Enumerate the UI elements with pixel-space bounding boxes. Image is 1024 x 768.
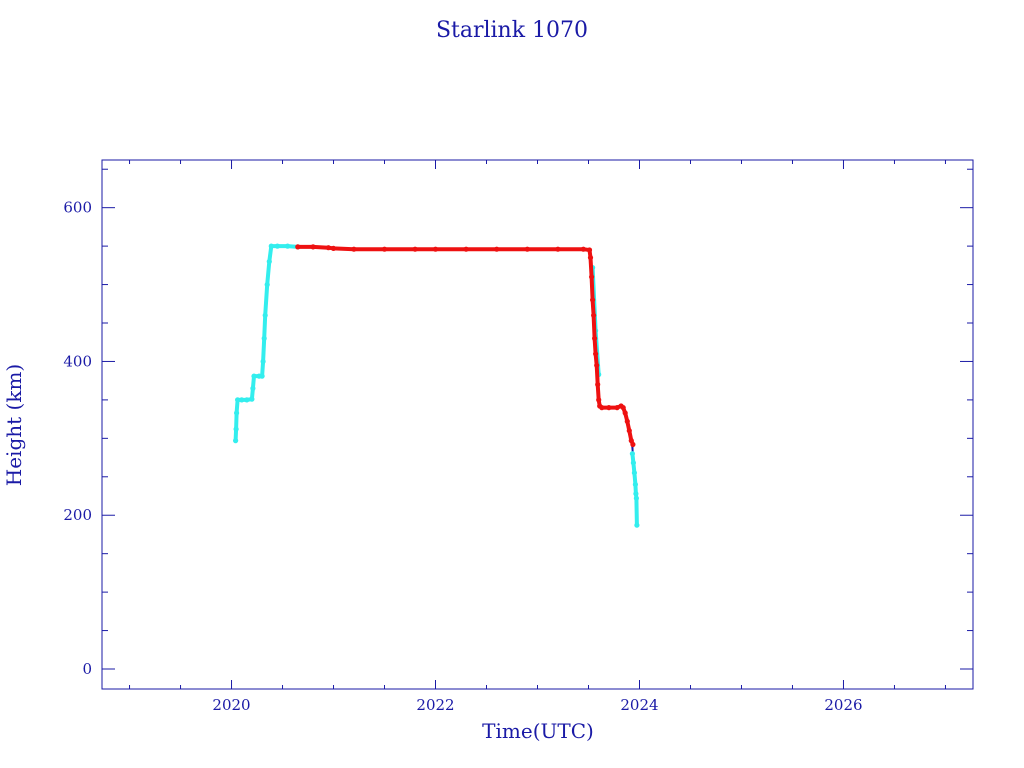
- data-point: [555, 246, 561, 252]
- data-point: [591, 312, 597, 318]
- data-point: [274, 243, 280, 249]
- data-point: [593, 351, 599, 357]
- data-point: [463, 246, 469, 252]
- data-point: [631, 470, 638, 476]
- data-point: [235, 397, 241, 403]
- data-point: [630, 460, 637, 466]
- chart-title: Starlink 1070: [436, 18, 588, 43]
- data-point: [249, 396, 255, 402]
- data-point: [606, 405, 612, 411]
- data-point: [244, 397, 250, 403]
- data-point: [233, 438, 239, 444]
- data-point: [261, 335, 267, 341]
- data-point: [599, 405, 605, 411]
- data-point: [614, 405, 620, 411]
- y-tick-label: 0: [82, 660, 92, 678]
- y-tick-label: 200: [63, 506, 92, 524]
- data-point: [524, 246, 530, 252]
- data-point: [250, 385, 256, 391]
- data-point: [432, 246, 439, 252]
- y-tick-label: 600: [63, 199, 92, 217]
- data-point: [325, 245, 331, 251]
- data-point: [259, 373, 265, 379]
- data-point: [233, 426, 239, 432]
- axis-ticks: 2020 2022 2024 2026 0 200 400 600: [63, 160, 973, 714]
- data-point: [285, 243, 291, 249]
- data-point: [634, 522, 640, 528]
- data-point: [624, 418, 630, 424]
- data-point: [381, 246, 388, 252]
- data-point: [260, 358, 266, 365]
- data-point: [633, 495, 640, 501]
- data-point: [587, 255, 594, 261]
- data-point: [295, 244, 301, 250]
- data-point: [590, 297, 596, 303]
- data-point: [594, 362, 600, 368]
- data-point: [632, 481, 639, 488]
- y-axis-label: Height (km): [2, 364, 26, 486]
- data-point: [330, 245, 337, 251]
- data-point: [239, 397, 245, 403]
- x-tick-label: 2024: [620, 696, 658, 714]
- data-point: [629, 451, 636, 457]
- data-point: [268, 243, 274, 249]
- data-point: [310, 244, 316, 250]
- data-marks: [233, 243, 640, 528]
- data-point: [264, 282, 270, 288]
- data-point: [262, 312, 268, 318]
- data-point: [234, 410, 240, 416]
- data-point: [620, 405, 626, 411]
- data-point: [251, 373, 257, 379]
- data-point: [592, 335, 598, 341]
- x-tick-label: 2022: [416, 696, 454, 714]
- data-point: [633, 491, 639, 497]
- data-point: [266, 258, 272, 265]
- data-point: [595, 381, 601, 388]
- data-point: [630, 441, 636, 448]
- data-point: [628, 438, 634, 444]
- series-trail: [233, 244, 639, 528]
- data-point: [494, 246, 500, 252]
- plot-frame: [101, 159, 974, 690]
- x-tick-label: 2026: [824, 696, 862, 714]
- y-tick-label: 400: [63, 352, 92, 370]
- x-axis-label: Time(UTC): [482, 719, 594, 743]
- data-point: [626, 428, 632, 434]
- x-tick-label: 2020: [212, 696, 250, 714]
- series-trail: [295, 244, 635, 447]
- data-point: [596, 397, 602, 403]
- data-point: [589, 274, 595, 280]
- data-point: [580, 246, 587, 252]
- trajectory-line: [235, 245, 638, 526]
- data-point: [586, 247, 593, 253]
- data-point: [622, 410, 628, 416]
- data-point: [351, 246, 357, 252]
- data-point: [412, 246, 418, 252]
